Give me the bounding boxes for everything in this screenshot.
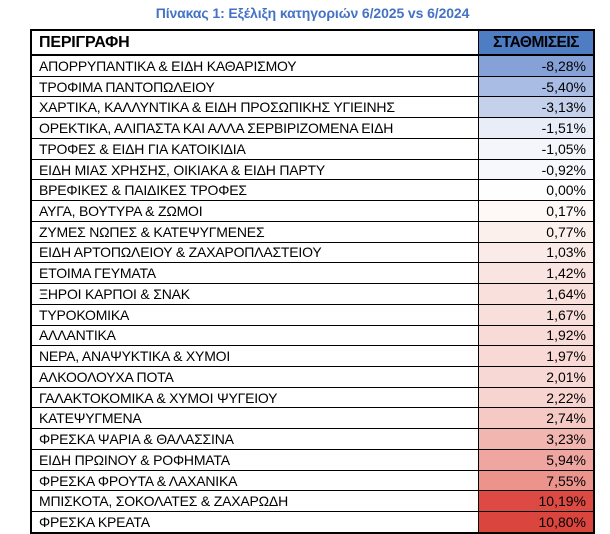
category-label: ΧΑΡΤΙΚΑ, ΚΑΛΛΥΝΤΙΚΑ & ΕΙΔΗ ΠΡΟΣΩΠΙΚΗΣ ΥΓ… [32,97,478,118]
table-row: ΕΙΔΗ ΠΡΩΙΝΟΥ & ΡΟΦΗΜΑΤΑ 5,94% [32,448,593,470]
weight-value: 2,22% [478,387,593,408]
category-label: ΕΙΔΗ ΠΡΩΙΝΟΥ & ΡΟΦΗΜΑΤΑ [32,449,478,470]
column-header-description: ΠΕΡΙΓΡΑΦΗ [32,31,478,54]
table-row: ΕΙΔΗ ΜΙΑΣ ΧΡΗΣΗΣ, ΟΙΚΙΑΚΑ & ΕΙΔΗ ΠΑΡΤΥ -0… [32,158,593,180]
category-label: ΞΗΡΟΙ ΚΑΡΠΟΙ & ΣΝΑΚ [32,284,478,304]
weight-value: 1,97% [478,346,593,367]
weight-value: 1,92% [478,325,593,346]
table-row: ΦΡΕΣΚΑ ΚΡΕΑΤΑ 10,80% [32,511,593,532]
table-row: ΚΑΤΕΨΥΓΜΕΝΑ 2,74% [32,407,593,429]
weight-value: -1,05% [478,138,593,159]
category-label: ΝΕΡΑ, ΑΝΑΨΥΚΤΙΚΑ & ΧΥΜΟΙ [32,346,478,367]
category-label: ΑΛΚΟΟΛΟΥΧΑ ΠΟΤΑ [32,367,478,387]
table-row: ΜΠΙΣΚΟΤΑ, ΣΟΚΟΛΑΤΕΣ & ΖΑΧΑΡΩΔΗ 10,19% [32,490,593,512]
category-label: ΦΡΕΣΚΑ ΚΡΕΑΤΑ [32,512,478,532]
category-label: ΟΡΕΚΤΙΚΑ, ΑΛΙΠΑΣΤΑ ΚΑΙ ΑΛΛΑ ΣΕΡΒΙΡΙΖΟΜΕΝ… [32,118,478,138]
table-row: ΖΥΜΕΣ ΝΩΠΕΣ & ΚΑΤΕΨΥΓΜΕΝΕΣ 0,77% [32,220,593,242]
weight-value: -8,28% [478,56,593,76]
category-label: ΖΥΜΕΣ ΝΩΠΕΣ & ΚΑΤΕΨΥΓΜΕΝΕΣ [32,221,478,242]
category-label: ΤΥΡΟΚΟΜΙΚΑ [32,304,478,325]
table-row: ΑΛΚΟΟΛΟΥΧΑ ΠΟΤΑ 2,01% [32,366,593,387]
table-row: ΑΛΛΑΝΤΙΚΑ 1,92% [32,324,593,346]
table-row: ΒΡΕΦΙΚΕΣ & ΠΑΙΔΙΚΕΣ ΤΡΟΦΕΣ 0,00% [32,179,593,201]
table-row: ΤΥΡΟΚΟΜΙΚΑ 1,67% [32,303,593,325]
table-row: ΑΠΟΡΡΥΠΑΝΤΙΚΑ & ΕΙΔΗ ΚΑΘΑΡΙΣΜΟΥ -8,28% [32,56,593,76]
weight-value: 0,00% [478,180,593,201]
weight-value: 1,42% [478,263,593,284]
table-row: ΤΡΟΦΕΣ & ΕΙΔΗ ΓΙΑ ΚΑΤΟΙΚΙΔΙΑ -1,05% [32,137,593,159]
table-row: ΕΙΔΗ ΑΡΤΟΠΩΛΕΙΟΥ & ΖΑΧΑΡΟΠΛΑΣΤΕΙΟΥ 1,03% [32,241,593,263]
weight-value: 10,19% [478,491,593,512]
table-row: ΧΑΡΤΙΚΑ, ΚΑΛΛΥΝΤΙΚΑ & ΕΙΔΗ ΠΡΟΣΩΠΙΚΗΣ ΥΓ… [32,96,593,118]
table-body: ΑΠΟΡΡΥΠΑΝΤΙΚΑ & ΕΙΔΗ ΚΑΘΑΡΙΣΜΟΥ -8,28% ΤΡΟ… [32,56,593,532]
weight-value: -3,13% [478,97,593,118]
weight-value: -1,51% [478,118,593,138]
table-header-row: ΠΕΡΙΓΡΑΦΗ ΣΤΑΘΜΙΣΕΙΣ [32,31,593,56]
weight-value: 0,77% [478,221,593,242]
table-row: ΝΕΡΑ, ΑΝΑΨΥΚΤΙΚΑ & ΧΥΜΟΙ 1,97% [32,345,593,367]
table-row: ΟΡΕΚΤΙΚΑ, ΑΛΙΠΑΣΤΑ ΚΑΙ ΑΛΛΑ ΣΕΡΒΙΡΙΖΟΜΕΝ… [32,117,593,138]
category-label: ΜΠΙΣΚΟΤΑ, ΣΟΚΟΛΑΤΕΣ & ΖΑΧΑΡΩΔΗ [32,491,478,512]
table-row: ΓΑΛΑΚΤΟΚΟΜΙΚΑ & ΧΥΜΟΙ ΨΥΓΕΙΟΥ 2,22% [32,386,593,408]
category-label: ΕΙΔΗ ΑΡΤΟΠΩΛΕΙΟΥ & ΖΑΧΑΡΟΠΛΑΣΤΕΙΟΥ [32,242,478,263]
category-label: ΦΡΕΣΚΑ ΨΑΡΙΑ & ΘΑΛΑΣΣΙΝΑ [32,429,478,449]
categories-table: ΠΕΡΙΓΡΑΦΗ ΣΤΑΘΜΙΣΕΙΣ ΑΠΟΡΡΥΠΑΝΤΙΚΑ & ΕΙΔ… [30,29,595,534]
table-row: ΕΤΟΙΜΑ ΓΕΥΜΑΤΑ 1,42% [32,262,593,284]
weight-value: 0,17% [478,201,593,221]
category-label: ΑΠΟΡΡΥΠΑΝΤΙΚΑ & ΕΙΔΗ ΚΑΘΑΡΙΣΜΟΥ [32,56,478,76]
category-label: ΤΡΟΦΙΜΑ ΠΑΝΤΟΠΩΛΕΙΟΥ [32,76,478,97]
category-label: ΦΡΕΣΚΑ ΦΡΟΥΤΑ & ΛΑΧΑΝΙΚΑ [32,470,478,491]
category-label: ΑΛΛΑΝΤΙΚΑ [32,325,478,346]
category-label: ΚΑΤΕΨΥΓΜΕΝΑ [32,408,478,429]
weight-value: -5,40% [478,76,593,97]
weight-value: 2,01% [478,367,593,387]
category-label: ΕΤΟΙΜΑ ΓΕΥΜΑΤΑ [32,263,478,284]
category-label: ΓΑΛΑΚΤΟΚΟΜΙΚΑ & ΧΥΜΟΙ ΨΥΓΕΙΟΥ [32,387,478,408]
weight-value: -0,92% [478,159,593,180]
weight-value: 1,64% [478,284,593,304]
table-title: Πίνακας 1: Εξέλιξη κατηγοριών 6/2025 vs … [155,5,470,21]
table-row: ΦΡΕΣΚΑ ΦΡΟΥΤΑ & ΛΑΧΑΝΙΚΑ 7,55% [32,469,593,491]
category-label: ΑΥΓΑ, ΒΟΥΤΥΡΑ & ΖΩΜΟΙ [32,201,478,221]
category-label: ΤΡΟΦΕΣ & ΕΙΔΗ ΓΙΑ ΚΑΤΟΙΚΙΔΙΑ [32,138,478,159]
table-row: ΞΗΡΟΙ ΚΑΡΠΟΙ & ΣΝΑΚ 1,64% [32,283,593,304]
weight-value: 3,23% [478,429,593,449]
column-header-weights: ΣΤΑΘΜΙΣΕΙΣ [478,31,593,54]
category-label: ΒΡΕΦΙΚΕΣ & ΠΑΙΔΙΚΕΣ ΤΡΟΦΕΣ [32,180,478,201]
category-label: ΕΙΔΗ ΜΙΑΣ ΧΡΗΣΗΣ, ΟΙΚΙΑΚΑ & ΕΙΔΗ ΠΑΡΤΥ [32,159,478,180]
table-row: ΑΥΓΑ, ΒΟΥΤΥΡΑ & ΖΩΜΟΙ 0,17% [32,200,593,221]
table-row: ΤΡΟΦΙΜΑ ΠΑΝΤΟΠΩΛΕΙΟΥ -5,40% [32,75,593,97]
table-row: ΦΡΕΣΚΑ ΨΑΡΙΑ & ΘΑΛΑΣΣΙΝΑ 3,23% [32,428,593,449]
weight-value: 1,67% [478,304,593,325]
weight-value: 1,03% [478,242,593,263]
weight-value: 2,74% [478,408,593,429]
weight-value: 10,80% [478,512,593,532]
weight-value: 5,94% [478,449,593,470]
weight-value: 7,55% [478,470,593,491]
